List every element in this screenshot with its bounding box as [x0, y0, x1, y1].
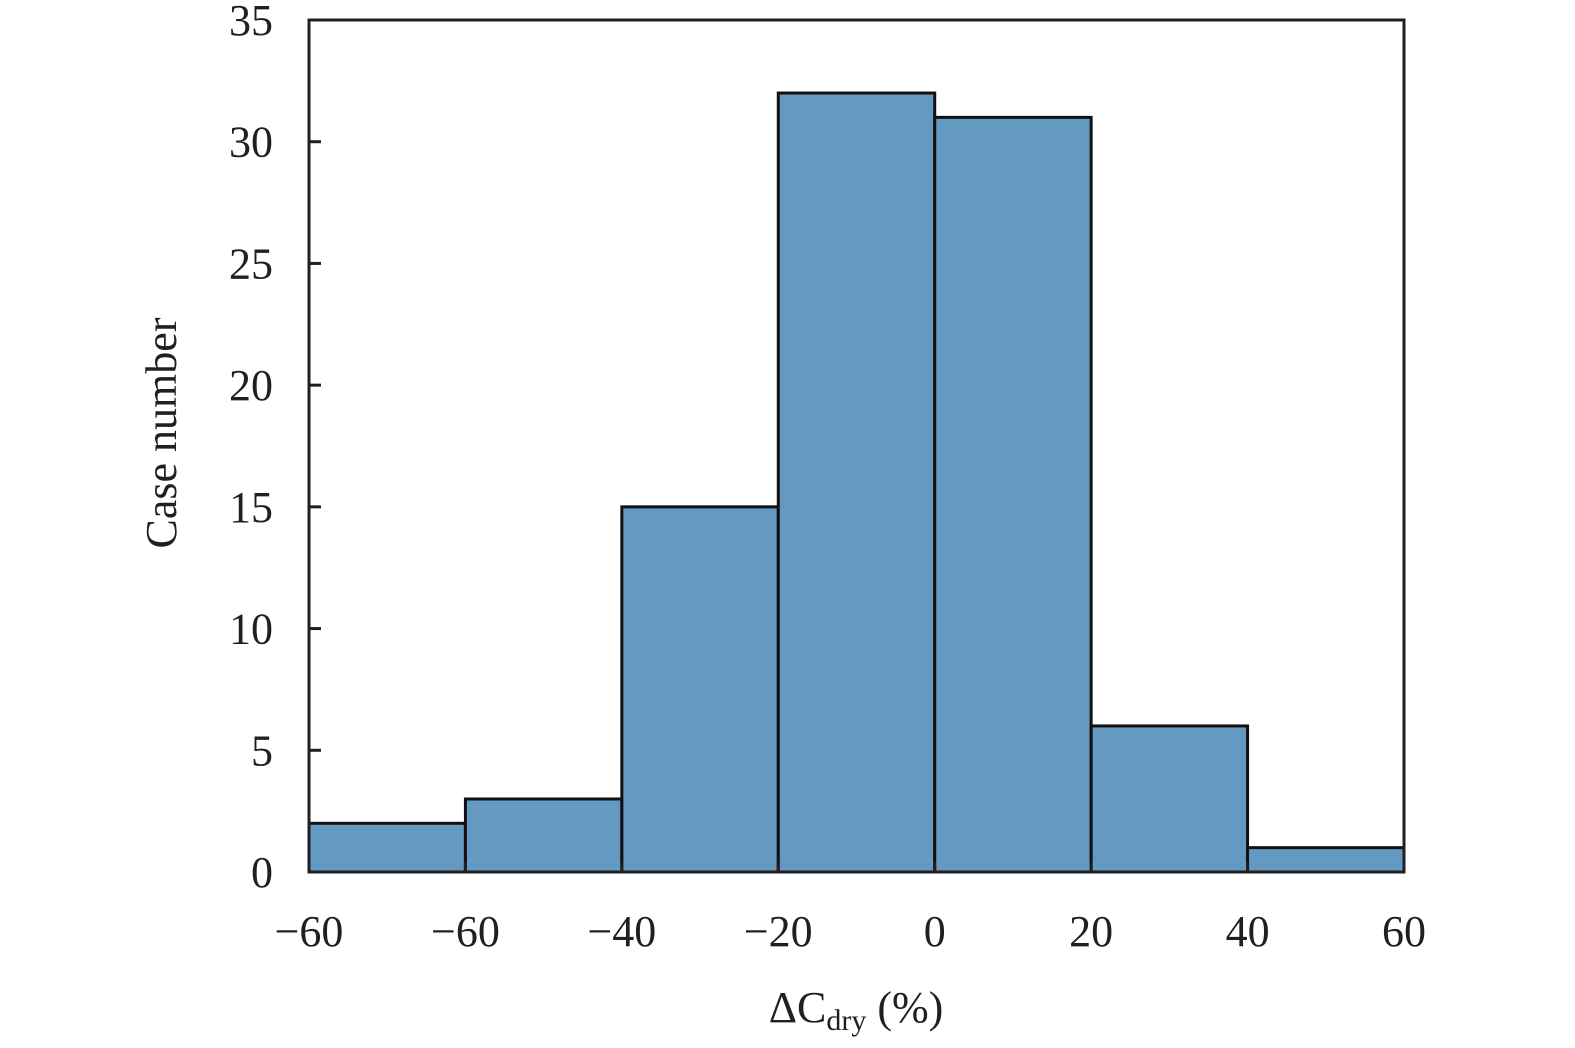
y-tick-label: 35	[229, 0, 273, 45]
histogram-bar-3	[620, 505, 780, 874]
x-tick-label: 20	[1069, 907, 1113, 956]
x-tick-label: −60	[275, 907, 344, 956]
x-tick-label: 60	[1382, 907, 1426, 956]
bars-group	[307, 91, 1406, 874]
histogram-bar-6	[1089, 724, 1250, 874]
x-axis-title-unit: (%)	[866, 983, 943, 1032]
x-tick-label: 40	[1226, 907, 1270, 956]
x-tick-label: −40	[587, 907, 656, 956]
y-tick-label: 20	[229, 361, 273, 410]
histogram-bar-2	[463, 797, 624, 874]
histogram-bar-5	[933, 115, 1093, 874]
y-tick-label: 10	[229, 605, 273, 654]
histogram-bar-7	[1246, 846, 1406, 874]
x-axis-title-main: ΔC	[769, 983, 827, 1032]
x-axis-title-subscript: dry	[826, 1004, 866, 1037]
histogram-bar-4	[776, 91, 937, 874]
y-tick-label: 5	[251, 726, 273, 775]
y-tick-label: 0	[251, 848, 273, 897]
y-tick-label: 15	[229, 483, 273, 532]
histogram-bar-1	[307, 821, 467, 874]
x-tick-label: −20	[744, 907, 813, 956]
x-tick-label: 0	[924, 907, 946, 956]
ticks-group: 0 5 10 15 20 25 30 35 −60 −60 −40 −20 0 20 40 60	[229, 0, 1426, 956]
y-axis-title: Case number	[137, 317, 186, 548]
y-tick-label: 25	[229, 239, 273, 288]
y-tick-label: 30	[229, 118, 273, 167]
x-axis-title: ΔCdry (%)	[769, 983, 944, 1037]
plot-frame	[307, 18, 1406, 874]
x-tick-label: −60	[431, 907, 500, 956]
